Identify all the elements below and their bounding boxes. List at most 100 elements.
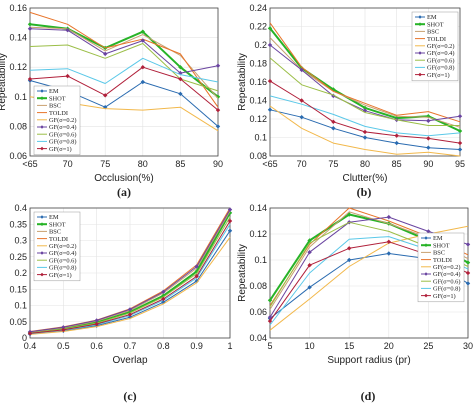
data-point-gf1 [465, 270, 471, 276]
legend-label: GF(σ=1) [427, 72, 450, 79]
y-tick-label: 0.08 [9, 121, 27, 131]
y-tick-label: 0.35 [9, 219, 27, 229]
y-tick-label: 0.16 [9, 3, 27, 13]
data-point-gf04 [94, 318, 99, 323]
data-point-em [426, 145, 431, 150]
series-line-gf06 [29, 43, 219, 92]
legend-marker [40, 96, 44, 100]
x-axis-label: Support radius (pr) [327, 355, 410, 366]
series-line-gf04 [29, 28, 219, 74]
data-point-gf1 [127, 312, 133, 317]
legend-label: GF(σ=1) [49, 146, 72, 153]
x-tick-label: 75 [100, 159, 110, 169]
y-tick-label: 0.18 [249, 59, 267, 69]
y-tick-label: 0.25 [9, 252, 27, 262]
y-tick-label: 0.14 [249, 203, 267, 213]
data-point-gf04 [27, 26, 33, 31]
series-line-toldi [29, 11, 219, 108]
chart-d: 0.04 0.06 0.08 0.1 0.12 0.14 5 10 15 20 25 30 Suppor… [237, 203, 473, 403]
legend-label: GF(σ=0.8) [49, 265, 76, 272]
x-tick-label: 5 [267, 341, 272, 351]
data-point-shot [307, 238, 312, 243]
legend-label: SHOT [49, 95, 66, 102]
series-line-gf08 [29, 57, 219, 84]
data-point-gf1 [426, 136, 431, 141]
legend-label: GF(σ=1) [433, 293, 456, 300]
y-tick-label: 0.2 [254, 40, 267, 50]
data-point-gf04 [465, 242, 471, 247]
legend-marker [40, 146, 44, 151]
series-line-gf08 [269, 95, 461, 137]
data-point-gf1 [386, 239, 391, 244]
legend-label: BSC [49, 229, 61, 236]
legend-label: GF(σ=0.8) [433, 286, 460, 293]
x-tick-label: <65 [262, 159, 277, 169]
x-tick-label: 10 [305, 341, 315, 351]
series-line-gf02 [269, 105, 461, 157]
data-point-em [178, 91, 183, 97]
x-tick-label: 20 [384, 341, 394, 351]
y-tick-label: 0.1 [14, 301, 27, 311]
data-point-em [394, 140, 399, 146]
y-tick-label: 0.14 [9, 33, 27, 43]
y-tick-label: 0.1 [254, 133, 267, 143]
legend-marker [424, 243, 428, 247]
legend: EMSHOTBSCTOLDIGF(σ=0.2)GF(σ=0.4)GF(σ=0.6… [411, 11, 459, 82]
data-point-gf1 [215, 107, 221, 113]
legend-label: TOLDI [49, 110, 68, 117]
legend-label: GF(σ=0.8) [49, 139, 76, 146]
data-point-em [140, 79, 145, 85]
data-point-em [457, 147, 463, 152]
legend-marker [40, 125, 44, 129]
x-tick-label: 0.9 [190, 341, 203, 351]
legend-label: EM [427, 14, 437, 21]
data-point-gf04 [161, 289, 166, 295]
legend-label: TOLDI [427, 36, 446, 43]
legend-label: EM [49, 88, 59, 95]
data-point-gf1 [61, 327, 66, 333]
data-point-shot [178, 65, 183, 70]
data-point-gf1 [307, 263, 312, 268]
data-point-em [362, 135, 368, 140]
legend-label: EM [49, 214, 59, 221]
data-point-em [227, 228, 233, 233]
legend-label: GF(σ=0.4) [433, 271, 460, 278]
y-tick-label: 0 [22, 333, 27, 343]
data-point-em [215, 124, 221, 129]
data-point-gf04 [140, 38, 145, 43]
x-tick-label: 0.4 [24, 341, 37, 351]
series-line-gf06 [269, 57, 460, 126]
data-point-em [267, 107, 273, 112]
x-tick-label: 95 [455, 159, 465, 169]
data-point-gf04 [457, 114, 463, 119]
data-point-shot [267, 26, 273, 31]
data-point-shot [347, 212, 352, 217]
x-axis-label: Clutter(%) [342, 173, 387, 184]
data-point-gf1 [27, 331, 33, 336]
x-tick-label: 70 [297, 159, 307, 169]
legend-marker [40, 222, 44, 226]
y-axis-label: Repeatability [237, 244, 248, 302]
legend-marker [40, 251, 44, 255]
data-point-shot [127, 309, 133, 315]
data-point-shot [140, 29, 145, 34]
legend-label: GF(σ=0.4) [49, 250, 76, 257]
data-point-gf1 [457, 140, 463, 146]
data-point-em [386, 251, 391, 256]
y-tick-label: 0.22 [249, 22, 267, 32]
legend-label: EM [433, 235, 443, 242]
x-tick-label: 0.7 [124, 341, 137, 351]
data-point-em [194, 278, 199, 284]
x-tick-label: 80 [360, 159, 370, 169]
x-tick-label: 70 [63, 159, 73, 169]
data-point-gf04 [299, 67, 304, 73]
legend-label: GF(σ=0.6) [49, 131, 76, 138]
data-point-gf04 [194, 264, 199, 269]
x-tick-label: 1 [227, 341, 232, 351]
x-tick-label: <65 [22, 159, 37, 169]
data-point-gf1 [178, 76, 183, 82]
legend-label: SHOT [49, 221, 66, 228]
data-point-gf1 [103, 93, 108, 98]
